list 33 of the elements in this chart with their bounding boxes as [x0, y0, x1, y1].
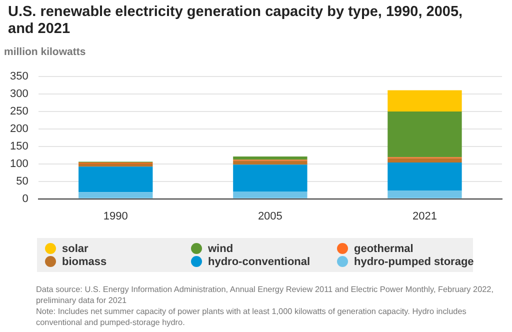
legend-label: solar: [62, 242, 88, 254]
bar: [78, 166, 153, 192]
bar: [233, 191, 308, 198]
legend-label: biomass: [62, 256, 107, 268]
bar: [78, 164, 153, 167]
legend-label: hydro-pumped storage: [354, 256, 474, 268]
y-tick-label: 200: [10, 123, 28, 136]
text: Note: Includes net summer capacity of power plants with at least 1,000 kilowatts of generation capacity. Hydro includes conventional and pumped-storage hydro.: [36, 306, 468, 328]
y-tick-label: 50: [16, 175, 28, 188]
bar: [233, 164, 308, 192]
y-tick-label: 300: [10, 88, 28, 100]
y-tick-label: 150: [10, 140, 28, 152]
x-tick-label: 1990: [103, 210, 128, 222]
legend-label: hydro-conventional: [208, 256, 310, 268]
bar: [388, 90, 462, 112]
x-tick-label: 2021: [412, 210, 437, 222]
chart-title: U.S. renewable electricity generation capacity by type, 1990, 2005, and 2021: [8, 4, 464, 38]
y-tick-label: 350: [10, 70, 28, 83]
legend-label: wind: [208, 242, 234, 254]
y-axis-title: million kilowatts: [4, 46, 86, 58]
bar: [233, 160, 308, 165]
bar: [233, 156, 308, 160]
bar: [388, 190, 462, 198]
source-note: Data source: U.S. Energy Information Administration, Annual Energy Review 2011 and Electric Power Monthly, February 2022, preliminary data for 2021: [36, 284, 495, 306]
bar: [388, 162, 462, 191]
x-tick-label: 2005: [258, 210, 282, 222]
y-tick-label: 100: [10, 158, 28, 170]
y-tick-label: 250: [10, 106, 28, 118]
y-tick-label: 0: [22, 192, 28, 205]
bar: [388, 112, 462, 158]
bar: [78, 192, 153, 198]
bar: [388, 158, 462, 162]
legend-label: geothermal: [354, 242, 414, 254]
